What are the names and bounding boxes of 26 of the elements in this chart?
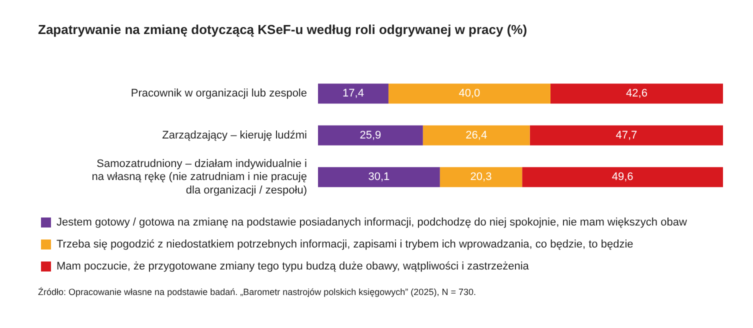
bar	[388, 84, 550, 104]
y-tick-label: Samozatrudniony – działam indywidualnie i na własną rękę (nie zatrudniam i nie pracuję dla organizacji / zespołu)	[92, 158, 307, 196]
legend-label: Mam poczucie, że przygotowane zmiany tego typu budzą duże obawy, wątpliwości i zastrzeżenia	[56, 260, 530, 273]
bar	[318, 84, 388, 104]
data-label: 47,7	[616, 129, 638, 142]
data-label: 25,9	[360, 129, 382, 142]
data-label: 42,6	[626, 88, 648, 100]
data-label: 20,3	[470, 171, 492, 184]
bar	[318, 125, 423, 146]
legend-label: Trzeba się pogodzić z niedostatkiem potrzebnych informacji, zapisami i trybem ich wprowadzania, co będzie, to będzie	[56, 238, 634, 251]
data-label: 17,4	[342, 88, 364, 100]
data-label: 49,6	[612, 171, 634, 184]
data-label: 26,4	[466, 129, 488, 142]
bar	[530, 125, 723, 146]
chart-title: Zapatrywanie na zmianę dotyczącą KSeF-u według roli odgrywanej w pracy (%)	[38, 22, 528, 37]
bar	[318, 167, 440, 188]
data-label: 40,0	[458, 88, 480, 100]
bar	[550, 84, 723, 104]
y-tick-label: Zarządzający – kieruję ludźmi	[162, 129, 307, 142]
data-label: 30,1	[368, 171, 390, 184]
legend-label: Jestem gotowy / gotowa na zmianę na podstawie posiadanych informacji, podchodzę do niej spokojnie, nie mam większych obaw	[56, 216, 687, 229]
y-tick-label: Pracownik w organizacji lub zespole	[130, 88, 307, 100]
bar	[522, 167, 723, 188]
bar	[440, 167, 522, 188]
bar	[422, 125, 530, 146]
text: Źródło: Opracowanie własne na podstawie badań. „Barometr nastrojów polskich księgowych” (2025), N = 730.	[38, 287, 476, 297]
